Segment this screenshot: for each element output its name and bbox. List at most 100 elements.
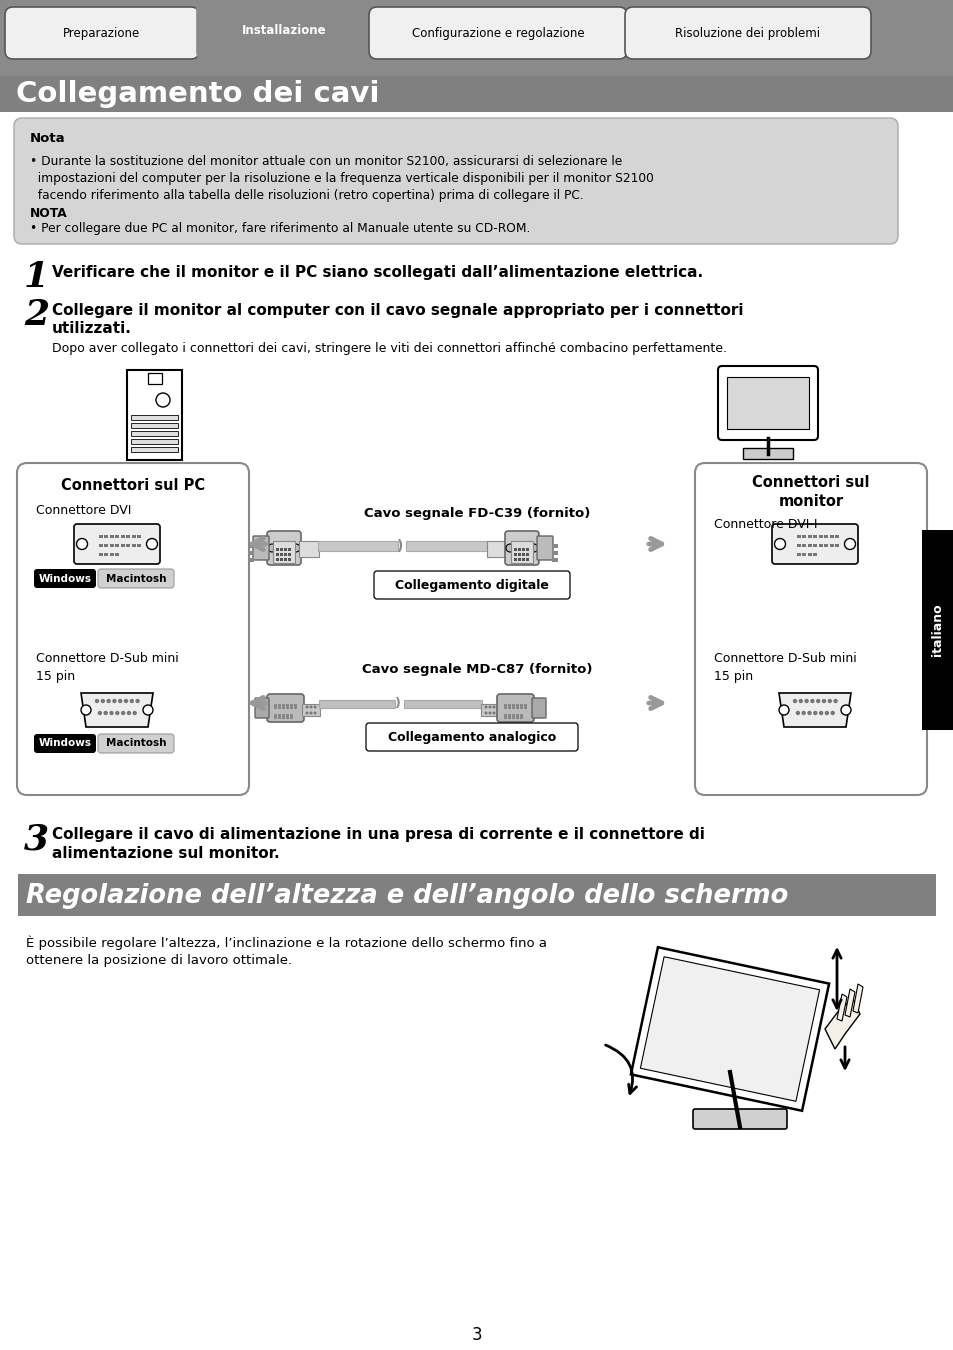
Circle shape <box>830 711 834 716</box>
Text: facendo riferimento alla tabella delle risoluzioni (retro copertina) prima di co: facendo riferimento alla tabella delle r… <box>30 189 583 202</box>
Circle shape <box>314 706 316 709</box>
Bar <box>507 703 511 709</box>
Bar <box>137 535 141 539</box>
Bar <box>284 548 287 551</box>
Bar <box>275 554 278 556</box>
Bar <box>552 544 558 548</box>
Bar <box>403 701 481 707</box>
FancyBboxPatch shape <box>771 524 857 564</box>
Bar <box>288 554 291 556</box>
Polygon shape <box>630 948 828 1111</box>
Bar <box>807 535 811 539</box>
Bar <box>519 714 522 720</box>
Bar <box>517 554 520 556</box>
Circle shape <box>110 711 113 716</box>
Bar <box>807 544 811 547</box>
Circle shape <box>492 706 495 709</box>
Circle shape <box>143 705 152 716</box>
Circle shape <box>488 706 491 709</box>
Polygon shape <box>779 693 850 728</box>
Bar <box>288 548 291 551</box>
FancyBboxPatch shape <box>254 698 269 718</box>
Text: Verificare che il monitor e il PC siano scollegati dall’alimentazione elettrica.: Verificare che il monitor e il PC siano … <box>52 265 702 279</box>
Circle shape <box>821 699 825 703</box>
Bar <box>115 554 119 556</box>
Text: Windows: Windows <box>38 738 91 748</box>
Bar <box>516 714 518 720</box>
Bar <box>105 554 109 556</box>
Bar <box>288 558 291 562</box>
Bar <box>280 558 283 562</box>
FancyBboxPatch shape <box>486 541 506 558</box>
Bar <box>514 558 517 562</box>
FancyBboxPatch shape <box>14 117 897 244</box>
FancyBboxPatch shape <box>692 1108 786 1129</box>
Circle shape <box>81 705 91 716</box>
Bar <box>121 535 125 539</box>
Bar <box>294 703 296 709</box>
Circle shape <box>484 711 487 714</box>
Bar <box>275 548 278 551</box>
Bar <box>127 535 131 539</box>
Text: Regolazione dell’altezza e dell’angolo dello schermo: Regolazione dell’altezza e dell’angolo d… <box>26 883 787 909</box>
Bar <box>517 558 520 562</box>
Bar <box>519 703 522 709</box>
Bar <box>525 548 529 551</box>
Circle shape <box>132 711 137 716</box>
Bar <box>132 535 136 539</box>
FancyBboxPatch shape <box>253 536 269 560</box>
Bar <box>132 414 178 420</box>
Bar <box>318 701 395 707</box>
Bar <box>517 548 520 551</box>
FancyBboxPatch shape <box>98 568 173 589</box>
FancyBboxPatch shape <box>718 366 817 440</box>
Text: 3: 3 <box>471 1326 482 1345</box>
Bar <box>110 554 113 556</box>
Bar <box>516 703 518 709</box>
Circle shape <box>76 539 88 549</box>
Text: Macintosh: Macintosh <box>106 574 166 583</box>
Bar <box>284 554 287 556</box>
Circle shape <box>484 706 487 709</box>
Bar <box>132 431 178 436</box>
Circle shape <box>115 711 119 716</box>
Circle shape <box>305 706 308 709</box>
Bar <box>796 554 801 556</box>
Text: Collegamento analogico: Collegamento analogico <box>388 730 556 744</box>
Bar <box>835 544 839 547</box>
Polygon shape <box>844 990 854 1017</box>
Bar <box>148 373 162 383</box>
Text: Collegare il cavo di alimentazione in una presa di corrente e il connettore di: Collegare il cavo di alimentazione in un… <box>52 828 704 842</box>
Circle shape <box>812 711 817 716</box>
Bar <box>280 548 283 551</box>
Bar <box>132 439 178 444</box>
Text: ottenere la posizione di lavoro ottimale.: ottenere la posizione di lavoro ottimale… <box>26 954 292 967</box>
Bar <box>726 377 808 429</box>
Circle shape <box>156 393 170 406</box>
FancyBboxPatch shape <box>17 463 249 795</box>
Circle shape <box>130 699 133 703</box>
Polygon shape <box>81 693 152 728</box>
Bar <box>813 535 817 539</box>
Text: NOTA: NOTA <box>30 207 68 220</box>
Text: Windows: Windows <box>38 574 91 583</box>
FancyBboxPatch shape <box>5 7 199 59</box>
Bar <box>127 544 131 547</box>
FancyBboxPatch shape <box>196 1 371 59</box>
Circle shape <box>833 699 837 703</box>
Bar <box>275 558 278 562</box>
Circle shape <box>268 544 275 552</box>
Text: Connettore D-Sub mini
15 pin: Connettore D-Sub mini 15 pin <box>713 652 856 683</box>
Circle shape <box>818 711 822 716</box>
Circle shape <box>305 711 308 714</box>
Text: alimentazione sul monitor.: alimentazione sul monitor. <box>52 846 279 861</box>
Circle shape <box>121 711 125 716</box>
Text: utilizzati.: utilizzati. <box>52 321 132 336</box>
Circle shape <box>795 711 800 716</box>
FancyBboxPatch shape <box>267 694 304 722</box>
Text: Macintosh: Macintosh <box>106 738 166 748</box>
Bar <box>282 703 285 709</box>
Bar <box>286 703 289 709</box>
Bar <box>521 554 524 556</box>
FancyBboxPatch shape <box>366 724 578 751</box>
